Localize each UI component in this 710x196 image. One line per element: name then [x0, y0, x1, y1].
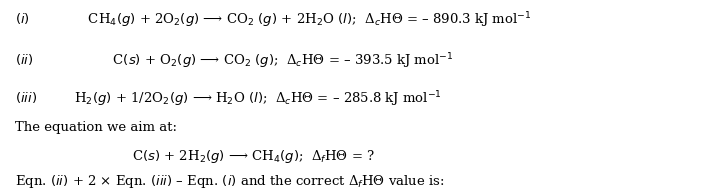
Text: The equation we aim at:: The equation we aim at:	[16, 121, 178, 134]
Text: C$(s)$ + 2H$_2$$(g)$ ⟶ CH$_4$$(g)$;  Δ$_f$HΘ = ?: C$(s)$ + 2H$_2$$(g)$ ⟶ CH$_4$$(g)$; Δ$_f…	[132, 148, 376, 165]
Text: Eqn. $(ii)$ + 2 × Eqn. $(iii)$ – Eqn. $(i)$ and the correct Δ$_f$HΘ value is:: Eqn. $(ii)$ + 2 × Eqn. $(iii)$ – Eqn. $(…	[16, 173, 445, 190]
Text: $(iii)$         H$_2$$(g)$ + 1/2O$_2$$(g)$ ⟶ H$_2$O $(l)$;  Δ$_c$HΘ = – 285.8 kJ: $(iii)$ H$_2$$(g)$ + 1/2O$_2$$(g)$ ⟶ H$_…	[16, 89, 442, 109]
Text: $(ii)$                   C$(s)$ + O$_2$$(g)$ ⟶ CO$_2$ $(g)$;  Δ$_c$HΘ = – 393.5 : $(ii)$ C$(s)$ + O$_2$$(g)$ ⟶ CO$_2$ $(g)…	[16, 51, 454, 71]
Text: $(i)$              CH$_4$$(g)$ + 2O$_2$$(g)$ ⟶ CO$_2$ $(g)$ + 2H$_2$O $(l)$;  Δ$: $(i)$ CH$_4$$(g)$ + 2O$_2$$(g)$ ⟶ CO$_2$…	[16, 11, 532, 30]
